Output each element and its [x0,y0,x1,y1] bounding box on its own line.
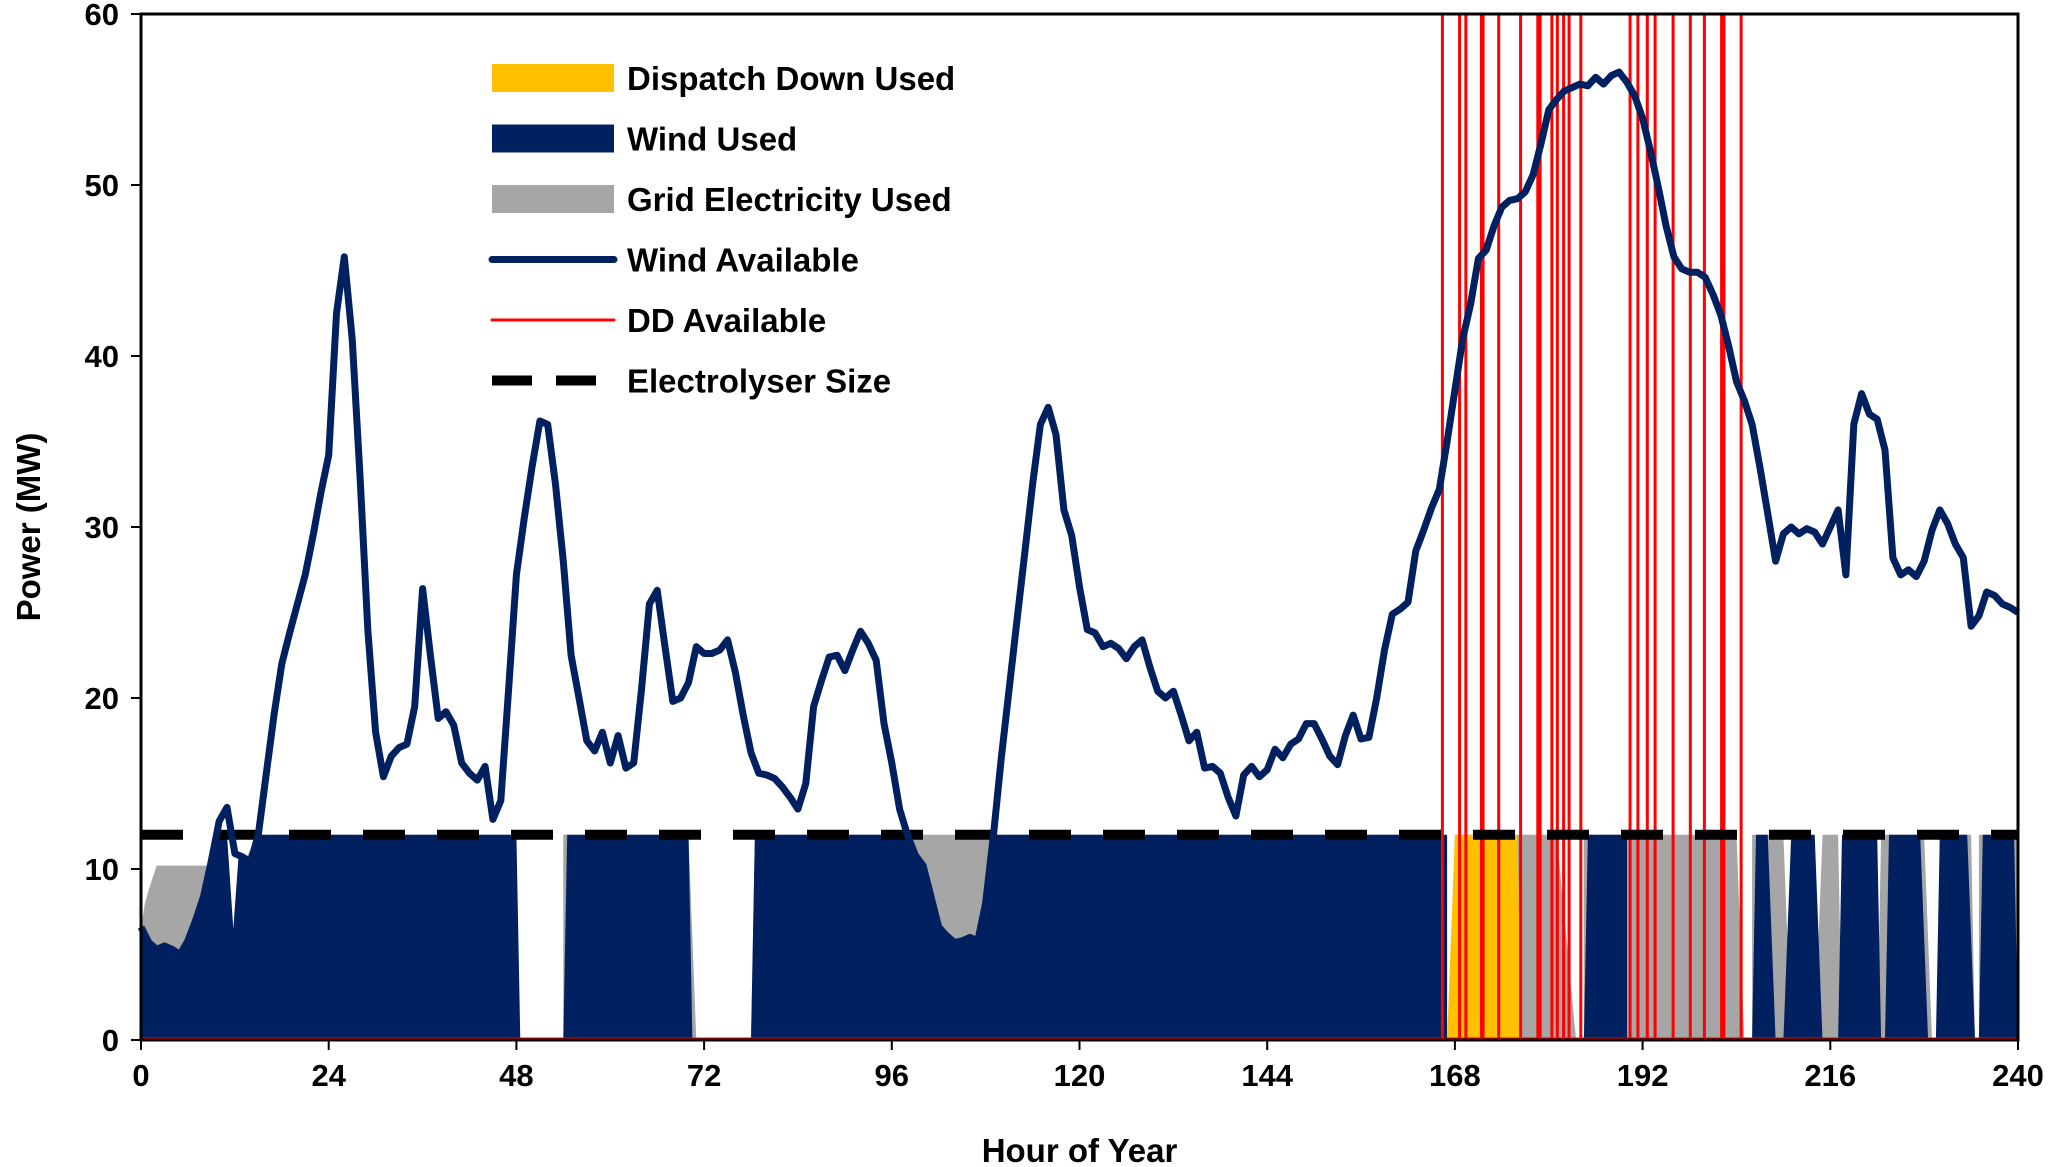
x-tick-label: 24 [311,1058,346,1093]
legend-label: Grid Electricity Used [627,181,952,218]
legend-swatch-wind-used [492,124,614,153]
legend-swatch-grid-electricity-used [492,185,614,213]
dd-available-line-4 [1538,14,1559,1040]
dd-available-line-7 [1628,14,1649,1040]
x-tick-label: 192 [1617,1058,1669,1093]
axes: 0 24 48 72 96 120 144 168 192 216 240 0 10 20 30 40 50 60 [85,0,2044,1093]
dd-available-line-0 [1440,14,1462,1040]
dd-available-line-11 [1722,14,1743,1040]
legend-swatch-dispatch-down-used [492,64,614,92]
dd-available-line-3 [1519,14,1540,1040]
y-tick-label: 40 [85,339,119,374]
x-tick-label: 168 [1429,1058,1481,1093]
dd-available-line-10 [1702,14,1724,1040]
x-axis-title: Hour of Year [982,1132,1178,1167]
x-tick-label: 144 [1241,1058,1293,1093]
x-tick-label: 240 [1992,1058,2044,1093]
y-tick-label: 0 [102,1023,119,1058]
dd-available-line-5 [1550,14,1571,1040]
wind-available-line [137,68,2020,958]
dd-available-line-6 [1562,14,1583,1040]
x-tick-label: 72 [687,1058,721,1093]
x-tick-label: 0 [132,1058,149,1093]
legend-label: Dispatch Down Used [627,60,955,97]
y-tick-label: 20 [85,681,119,716]
plot-series [137,14,2020,1041]
x-tick-label: 216 [1804,1058,1856,1093]
y-axis-title: Power (MW) [10,433,47,622]
x-tick-label: 120 [1054,1058,1106,1093]
y-tick-label: 60 [85,0,119,32]
dd-available-line-1 [1464,14,1485,1040]
legend-label: Wind Used [627,121,797,158]
y-tick-label: 30 [85,510,119,545]
legend-label: Electrolyser Size [627,363,891,400]
legend: Dispatch Down Used Wind Used Grid Electric… [488,60,955,400]
dd-available-line-9 [1671,14,1692,1040]
wind-used-area [141,834,2018,1040]
y-tick-label: 50 [85,168,119,203]
legend-label: Wind Available [627,242,859,279]
dd-available-line-2 [1479,14,1501,1040]
y-tick-label: 10 [85,852,119,887]
x-tick-label: 96 [875,1058,909,1093]
x-tick-label: 48 [499,1058,533,1093]
legend-label: DD Available [627,302,826,339]
